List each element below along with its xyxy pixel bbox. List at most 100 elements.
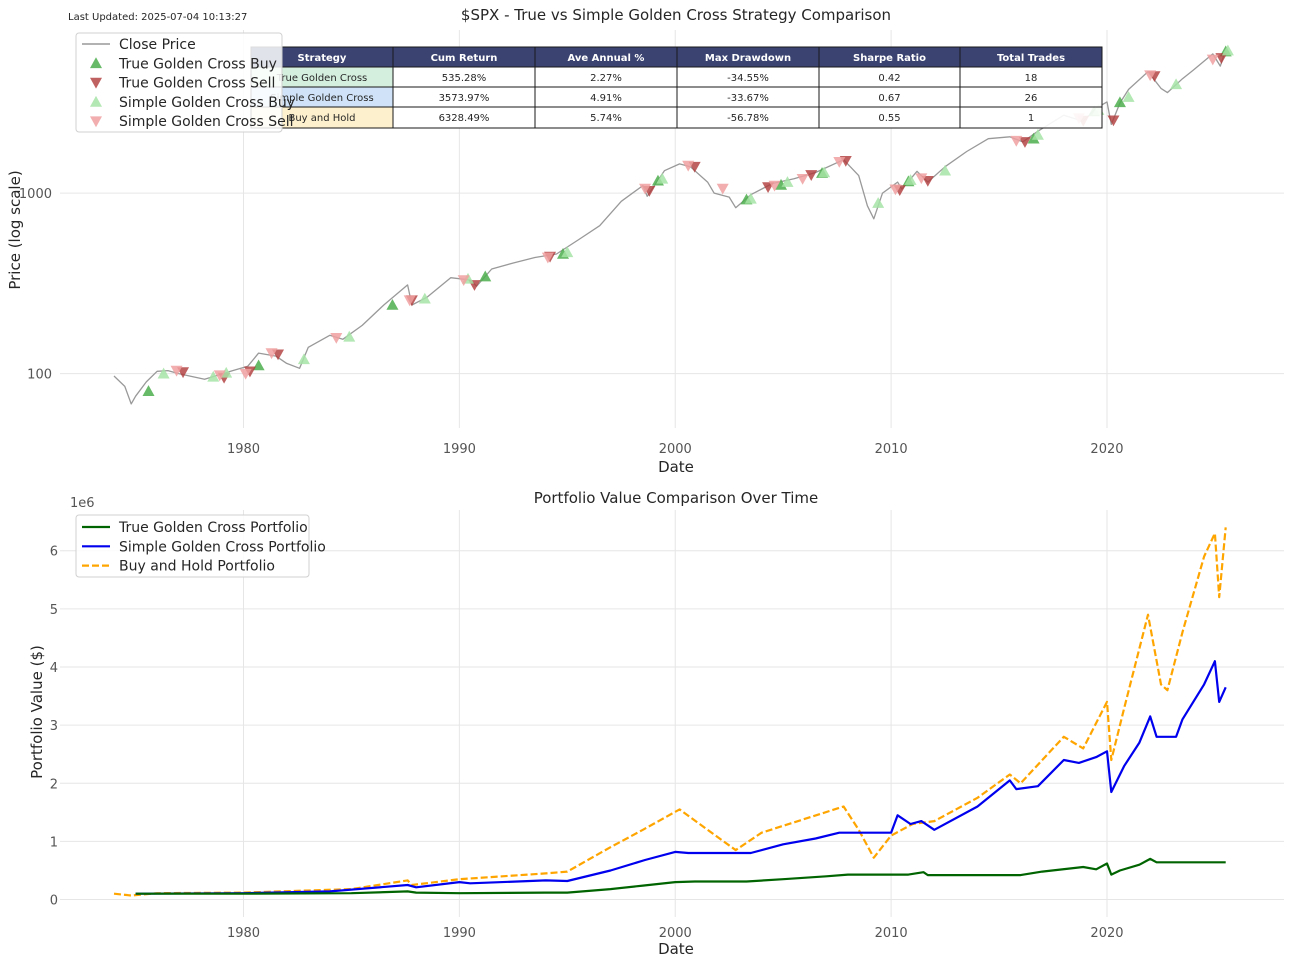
simple-golden-cross-sell-marker: [833, 156, 846, 168]
last-updated-text: Last Updated: 2025-07-04 10:13:27: [68, 12, 247, 23]
legend-box: [75, 32, 283, 133]
table-cell-text: 0.67: [878, 93, 900, 104]
simple-golden-cross-sell-marker: [265, 348, 278, 360]
simple-golden-cross-buy-marker: [781, 176, 794, 187]
y-tick-label: 5: [50, 603, 58, 618]
legend-box: [75, 514, 310, 578]
simple-golden-cross-buy-marker: [656, 172, 669, 184]
simple-golden-cross-sell-marker: [682, 160, 695, 172]
simple-golden-cross-buy-marker: [904, 174, 917, 185]
x-tick-label: 2000: [659, 926, 692, 941]
table-cell-text: 4.91%: [590, 93, 622, 104]
simple-golden-cross-sell-marker: [239, 368, 252, 380]
true-golden-cross-buy-marker: [775, 178, 788, 190]
x-tick-label: 1980: [227, 442, 260, 457]
table-cell-text: 5.74%: [590, 113, 622, 124]
table-cell-text: True Golden Cross: [276, 73, 368, 84]
simple-golden-cross-sell-marker: [889, 184, 902, 196]
simple-golden-cross-sell-marker: [330, 332, 343, 344]
simple-golden-cross-buy-marker: [1031, 128, 1044, 140]
table-cell-text: 26: [1025, 93, 1038, 104]
simple-golden-cross-sell-marker: [403, 295, 416, 307]
true-golden-cross-buy-marker: [386, 298, 399, 310]
simple-golden-cross-buy-marker: [1122, 91, 1135, 102]
price-chart: 1980 1990 2000 2010 2020 100 1000: [19, 30, 1284, 457]
y-tick-label: 3: [50, 719, 58, 734]
portfolio-chart-y-label: Portfolio Value ($): [28, 645, 46, 779]
price-chart-title: $SPX - True vs Simple Golden Cross Strat…: [461, 6, 891, 24]
true-golden-cross-buy-marker: [142, 385, 155, 396]
legend-simple-golden-cross-sell-label: Simple Golden Cross Sell: [119, 114, 294, 130]
true-golden-cross-sell-marker: [1107, 115, 1120, 127]
price-chart-y-ticks: 100 1000: [19, 187, 52, 383]
legend-buy-and-hold-portfolio-label: Buy and Hold Portfolio: [119, 559, 275, 575]
simple-golden-cross-sell-marker: [1206, 54, 1219, 66]
true-golden-cross-portfolio-line: [135, 857, 1226, 895]
simple-golden-cross-sell-marker: [541, 252, 554, 264]
simple-golden-cross-buy-marker: [872, 197, 885, 208]
table-cell-text: 0.55: [878, 113, 900, 124]
table-header-total-trades: Total Trades: [997, 53, 1065, 64]
legend-true-golden-cross-sell-swatch: [90, 77, 102, 89]
x-tick-label: 1980: [227, 926, 260, 941]
y-tick-label: 6: [50, 545, 58, 560]
legend-true-golden-cross-portfolio-label: True Golden Cross Portfolio: [118, 520, 308, 536]
buy-and-hold-portfolio-line: [113, 527, 1227, 897]
legend-true-golden-cross-buy-label: True Golden Cross Buy: [118, 56, 277, 72]
table-cell: [959, 106, 1103, 129]
x-tick-label: 2020: [1090, 442, 1123, 457]
true-golden-cross-sell-marker: [1215, 53, 1228, 64]
table-cell-text: 0.42: [878, 73, 900, 84]
table-cell-text: 535.28%: [442, 73, 487, 84]
legend-simple-golden-cross-buy-swatch: [90, 95, 102, 107]
simple-golden-cross-sell-marker: [716, 183, 729, 195]
legend-true-golden-cross-buy-swatch: [90, 57, 102, 69]
portfolio-chart-y-ticks: 0 1 2 3 4 5 6: [50, 545, 58, 909]
table-header-ave-annual: Ave Annual %: [568, 53, 645, 64]
simple-golden-cross-buy-marker: [818, 166, 831, 178]
simple-golden-cross-sell-marker: [457, 275, 470, 287]
portfolio-chart-series: [113, 527, 1227, 897]
true-golden-cross-buy-marker: [479, 270, 492, 282]
simple-golden-cross-sell-marker: [796, 173, 809, 185]
table-cell-text: 2.27%: [590, 73, 622, 84]
simple-golden-cross-buy-marker: [1170, 78, 1183, 90]
x-tick-label: 1990: [443, 926, 476, 941]
legend-close-price-label: Close Price: [119, 37, 196, 53]
simple-golden-cross-buy-marker: [207, 370, 220, 382]
simple-golden-cross-buy-marker: [418, 292, 431, 304]
simple-golden-cross-sell-marker: [639, 183, 652, 195]
simple-golden-cross-sell-marker: [213, 370, 226, 382]
table-cell-text: Simple Golden Cross: [270, 93, 373, 104]
simple-golden-cross-buy-marker: [1221, 44, 1234, 56]
portfolio-chart-title: Portfolio Value Comparison Over Time: [534, 489, 819, 507]
price-chart-legend: Close Price True Golden Cross Buy True Gol…: [75, 32, 295, 133]
table-cell-text: Buy and Hold: [288, 113, 355, 124]
simple-golden-cross-buy-marker: [744, 192, 757, 204]
simple-golden-cross-buy-marker: [157, 367, 170, 379]
portfolio-chart-legend: True Golden Cross Portfolio Simple Golden…: [75, 514, 326, 578]
simple-golden-cross-sell-marker: [1144, 70, 1157, 82]
simple-golden-cross-sell-marker: [915, 173, 928, 185]
simple-golden-cross-buy-marker: [939, 164, 952, 176]
price-chart-markers: [142, 44, 1234, 396]
table-cell-text: 1: [1028, 113, 1034, 124]
table-header-sharpe-ratio: Sharpe Ratio: [853, 53, 926, 64]
stats-table: Strategy Cum Return Ave Annual % Max Drawdo…: [250, 46, 1103, 129]
true-golden-cross-buy-marker: [252, 359, 265, 371]
x-tick-label: 2000: [659, 442, 692, 457]
portfolio-chart-x-ticks: 1980 1990 2000 2010 2020: [227, 926, 1124, 941]
y-tick-label: 4: [50, 661, 58, 676]
true-golden-cross-buy-marker: [1113, 96, 1126, 108]
y-tick-label: 1: [50, 835, 58, 850]
legend-simple-golden-cross-sell-swatch: [90, 116, 102, 128]
price-chart-x-label: Date: [658, 458, 694, 476]
table-cell-text: 18: [1025, 73, 1038, 84]
x-tick-label: 2020: [1090, 926, 1123, 941]
table-cell-text: -34.55%: [727, 73, 769, 84]
simple-golden-cross-buy-marker: [343, 330, 356, 342]
y-tick-label: 100: [27, 368, 52, 383]
portfolio-chart-x-label: Date: [658, 940, 694, 958]
table-header-strategy: Strategy: [298, 53, 347, 64]
